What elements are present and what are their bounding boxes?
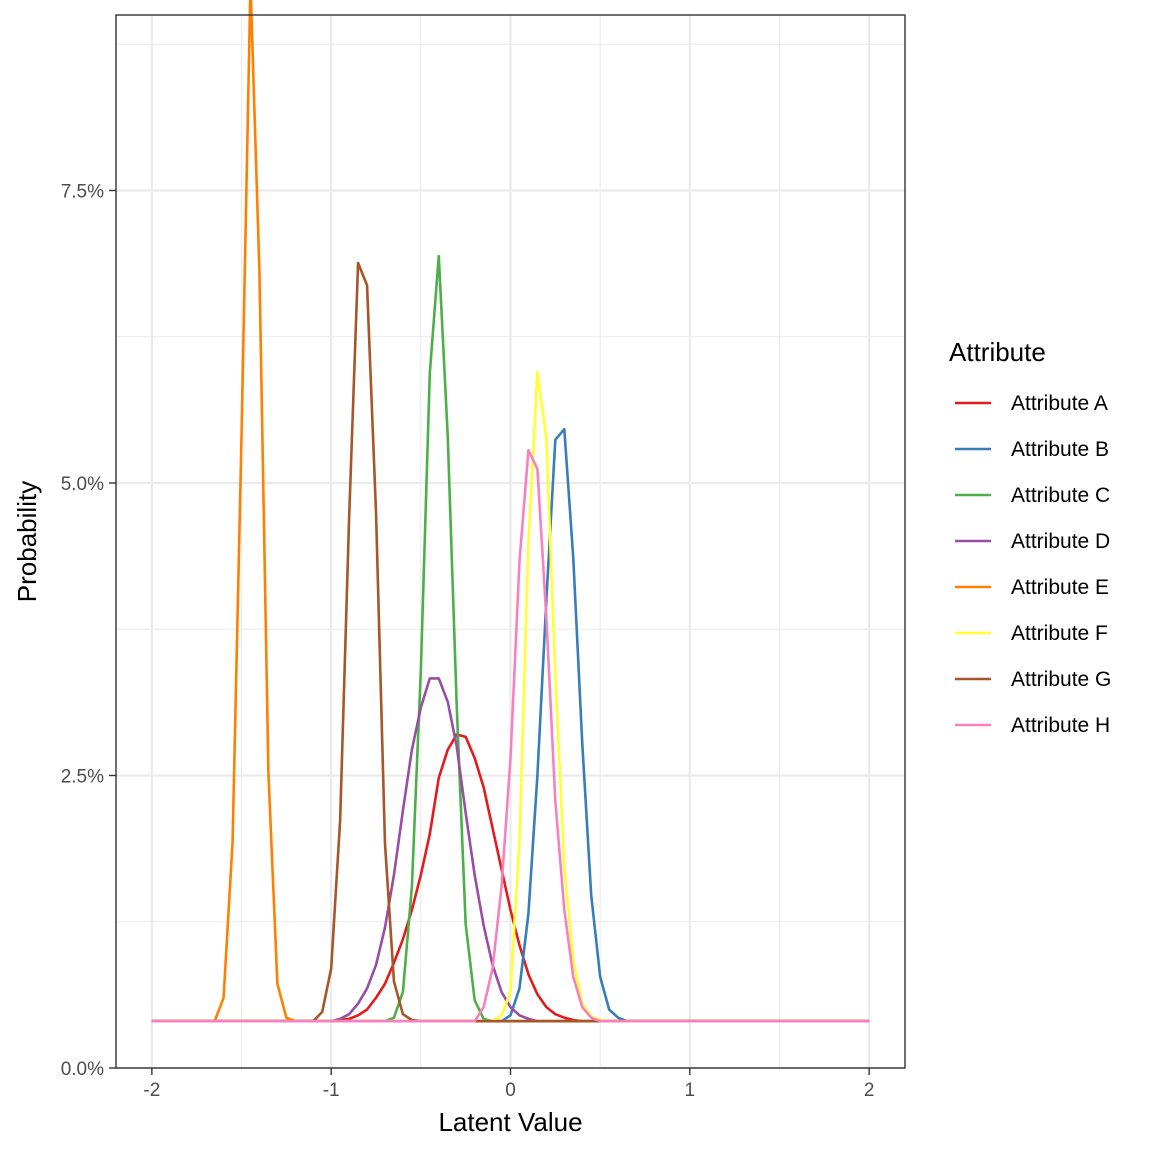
y-axis-title: Probability (12, 481, 42, 602)
y-tick-label: 2.5% (61, 767, 104, 788)
legend-title: Attribute (949, 337, 1046, 367)
legend-label-attribute-d: Attribute D (1011, 530, 1110, 553)
series-line-attribute-e (151, 0, 870, 1023)
y-axis: 0.0% 2.5% 5.0% 7.5% (61, 182, 116, 1080)
legend-label-attribute-c: Attribute C (1011, 484, 1110, 507)
series-line-attribute-h (151, 448, 870, 1023)
x-tick-label: 1 (685, 1080, 696, 1101)
x-axis-title: Latent Value (438, 1107, 582, 1137)
series-line-attribute-d (151, 677, 870, 1023)
legend-label-attribute-e: Attribute E (1011, 576, 1109, 599)
y-tick-label: 5.0% (61, 474, 104, 495)
y-tick-label: 0.0% (61, 1059, 104, 1080)
legend-label-attribute-a: Attribute A (1011, 392, 1108, 415)
series-lines (151, 0, 870, 1023)
plot-panel (115, 0, 906, 1070)
x-axis: -2 -1 0 1 2 (143, 1068, 874, 1101)
legend-label-attribute-b: Attribute B (1011, 438, 1109, 461)
legend-label-attribute-h: Attribute H (1011, 714, 1110, 737)
series-line-attribute-b (151, 427, 870, 1023)
major-gridlines (116, 15, 905, 1070)
series-line-attribute-a (151, 733, 870, 1023)
legend-label-attribute-g: Attribute G (1011, 668, 1111, 691)
x-tick-label: 0 (505, 1080, 516, 1101)
legend-label-attribute-f: Attribute F (1011, 622, 1108, 645)
x-tick-label: -2 (143, 1080, 160, 1101)
x-tick-label: 2 (864, 1080, 875, 1101)
y-tick-label: 7.5% (61, 182, 104, 203)
legend-items: Attribute A Attribute B Attribute C Attribu… (955, 392, 1111, 737)
series-line-attribute-g (151, 261, 870, 1023)
x-tick-label: -1 (323, 1080, 340, 1101)
